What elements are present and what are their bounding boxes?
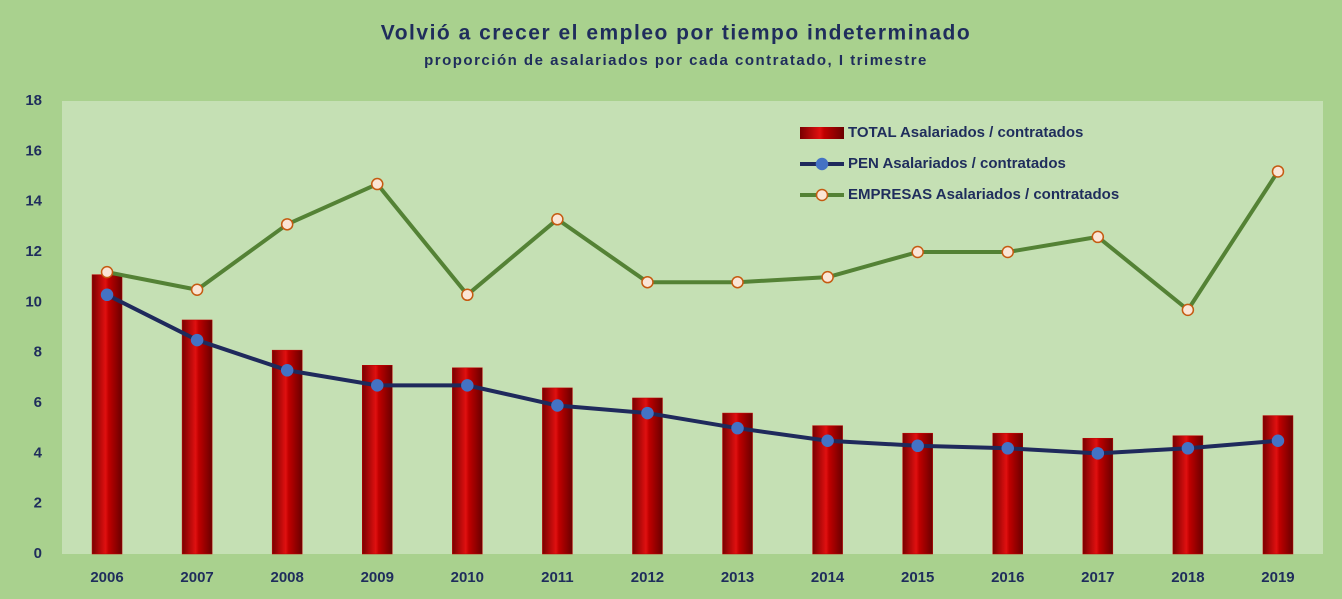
y-tick-label: 6	[34, 394, 42, 411]
marker	[280, 364, 294, 377]
x-tick-label: 2008	[270, 569, 303, 586]
legend-label: PEN Asalariados / contratados	[848, 155, 1066, 172]
bar	[271, 349, 303, 555]
marker	[1271, 165, 1285, 178]
legend-swatch	[800, 127, 844, 139]
marker	[641, 406, 654, 420]
marker	[461, 379, 474, 392]
x-tick-label: 2010	[451, 569, 484, 586]
y-tick-label: 2	[34, 495, 42, 512]
marker	[1091, 447, 1105, 460]
marker	[1091, 230, 1105, 244]
chart-subtitle: proporción de asalariados por cada contr…	[424, 52, 928, 69]
marker	[1001, 442, 1014, 455]
marker	[371, 177, 384, 191]
marker	[1181, 442, 1195, 455]
bar	[632, 397, 663, 555]
marker	[821, 434, 834, 447]
marker	[190, 283, 204, 296]
marker	[641, 275, 654, 289]
y-tick-label: 10	[25, 293, 42, 310]
marker	[190, 333, 204, 347]
marker	[821, 270, 834, 284]
chart-title: Volvió a crecer el empleo por tiempo ind…	[381, 22, 971, 45]
y-tick-label: 14	[25, 193, 42, 210]
bar	[452, 367, 483, 555]
y-tick-label: 16	[25, 142, 42, 159]
x-tick-label: 2015	[901, 569, 934, 586]
marker	[1001, 245, 1014, 259]
bar	[542, 387, 573, 555]
legend-marker	[815, 188, 829, 202]
x-tick-label: 2011	[541, 569, 574, 586]
marker	[731, 421, 744, 435]
bar	[812, 425, 843, 555]
x-tick-label: 2014	[811, 569, 845, 586]
marker	[100, 265, 114, 279]
marker	[1181, 303, 1195, 317]
legend-label: TOTAL Asalariados / contratados	[848, 124, 1083, 141]
bar	[362, 365, 393, 555]
legend-label: EMPRESAS Asalariados / contratados	[848, 186, 1119, 203]
x-tick-label: 2019	[1261, 569, 1294, 586]
x-tick-label: 2007	[180, 569, 213, 586]
marker	[100, 288, 114, 302]
x-tick-label: 2006	[90, 569, 123, 586]
marker	[371, 379, 384, 392]
x-tick-label: 2013	[721, 569, 754, 586]
x-tick-label: 2016	[991, 569, 1024, 586]
plot-area	[62, 101, 1323, 554]
marker	[280, 218, 294, 231]
y-tick-label: 18	[25, 92, 42, 109]
bar	[1172, 435, 1204, 555]
marker	[911, 439, 924, 453]
bar	[902, 432, 933, 555]
y-tick-label: 0	[34, 545, 42, 562]
line	[106, 170, 1280, 312]
marker	[551, 213, 564, 226]
y-tick-label: 4	[34, 444, 43, 461]
marker	[551, 399, 564, 412]
marker	[461, 288, 474, 302]
x-tick-label: 2017	[1081, 569, 1114, 586]
bar	[91, 274, 123, 555]
marker	[1271, 434, 1285, 447]
bar	[181, 319, 213, 555]
x-tick-label: 2012	[631, 569, 664, 586]
x-tick-label: 2018	[1171, 569, 1204, 586]
legend-marker	[815, 157, 829, 171]
y-tick-label: 8	[34, 344, 42, 361]
marker	[731, 275, 744, 289]
line	[106, 292, 1279, 456]
marker	[911, 245, 924, 259]
x-tick-label: 2009	[361, 569, 394, 586]
bar	[722, 412, 753, 555]
y-tick-label: 12	[25, 243, 42, 260]
